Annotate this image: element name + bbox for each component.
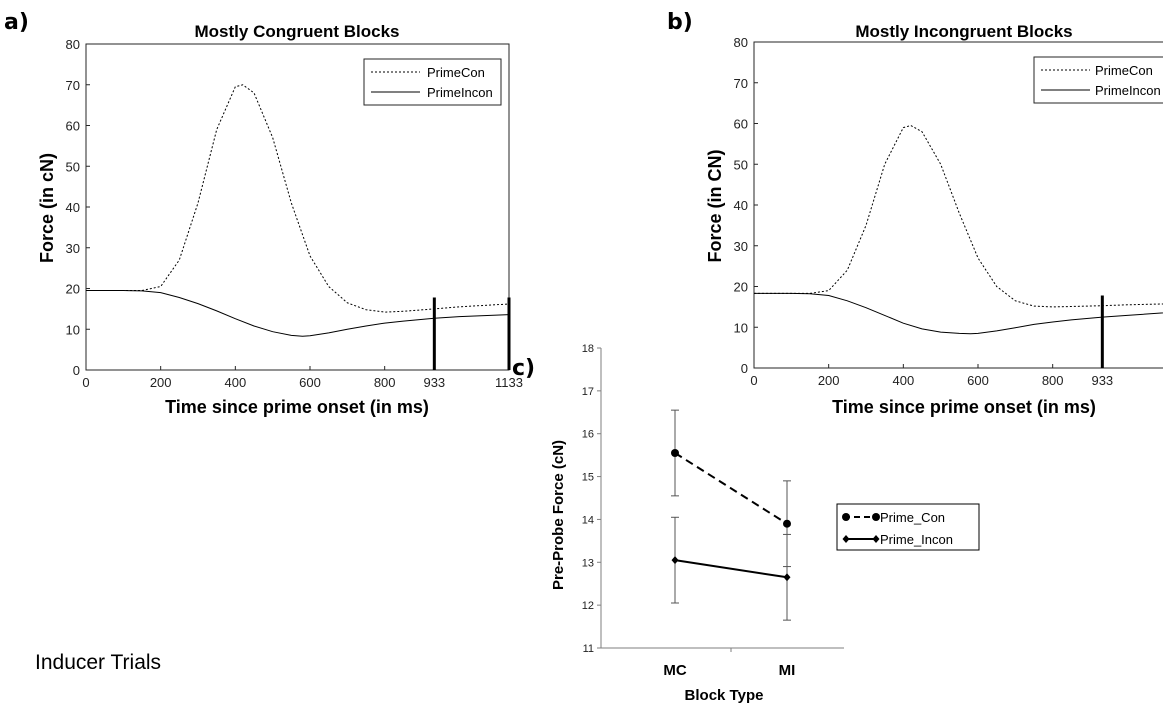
panel-c-y-axis-label: Pre-Probe Force (cN) (550, 440, 567, 590)
panel-b-y-tick-label: 70 (734, 76, 748, 91)
panel-c-point-prime-incon (671, 556, 679, 565)
panel-c-point-prime-con (783, 519, 791, 528)
panel-c-ticks: 11 12 13 14 15 16 17 18 MC MI (582, 343, 796, 679)
panel-a-ticks: 0 200 400 600 800 933 1133 0 10 20 30 40 50 60 70 80 (66, 37, 523, 390)
panel-c-line-prime-incon (674, 559, 788, 579)
panel-b-x-tick-label: 200 (818, 373, 840, 388)
panel-c-legend-box (836, 503, 980, 551)
panel-c-point-prime-con (671, 449, 679, 457)
panel-a-time-markers (432, 297, 511, 370)
panel-a-legend-primecon: PrimeCon (427, 65, 485, 80)
panel-b-y-tick-label: 30 (734, 239, 748, 254)
panel-c-legend-marker-prime-incon-left (842, 535, 850, 543)
panel-b-x-tick-label: 600 (967, 373, 989, 388)
panel-a-y-axis-label: Force (in cN) (37, 153, 57, 263)
panel-c-legend-prime-con: Prime_Con (880, 510, 945, 525)
panel-a-y-tick-label: 80 (66, 37, 80, 52)
panel-b-x-axis-label: Time since prime onset (in ms) (832, 397, 1096, 417)
panel-c-preprobe-chart: c) Pre-Probe Force (cN) Block Type 11121… (512, 343, 980, 704)
panel-b-y-axis-label: Force (in CN) (705, 149, 725, 262)
panel-b-legend-primecon: PrimeCon (1095, 63, 1153, 78)
panel-c-y-tick-label: 15 (582, 472, 594, 484)
panel-a-x-tick-label: 0 (82, 375, 89, 390)
panel-c-y-tick-label: 18 (582, 343, 594, 355)
panel-c-line-prime-con (674, 452, 788, 525)
panel-b-x-tick-label: 400 (892, 373, 914, 388)
panel-c-legend: Prime_Con Prime_Incon (836, 503, 980, 551)
panel-b-y-tick-label: 50 (734, 157, 748, 172)
panel-a-x-tick-label: 800 (374, 375, 396, 390)
panel-b-line-primeincon (754, 292, 1163, 335)
panel-c-label: c) (512, 356, 535, 381)
panel-a-legend: PrimeCon PrimeIncon (363, 58, 502, 106)
panel-c-error-bars (671, 409, 791, 621)
panel-a-x-tick-label: 200 (150, 375, 172, 390)
panel-c-y-tick-label: 14 (582, 514, 594, 526)
panel-c-category-label: MI (779, 662, 796, 679)
panel-a-congruent-chart: a) Mostly Congruent Blocks Time since pr… (4, 10, 523, 417)
panel-c-legend-marker-prime-con-right (872, 513, 880, 521)
panel-a-y-tick-label: 70 (66, 78, 80, 93)
panel-c-series (671, 449, 791, 582)
panel-c-y-tick-label: 11 (583, 643, 594, 655)
panel-c-y-tick-label: 16 (582, 429, 594, 441)
panel-b-y-tick-label: 60 (734, 117, 748, 132)
panel-b-x-tick-label: 933 (1091, 373, 1113, 388)
panel-a-y-tick-label: 30 (66, 241, 80, 256)
panel-c-y-tick-label: 17 (582, 386, 594, 398)
panel-c-legend-prime-incon: Prime_Incon (880, 532, 953, 547)
panel-b-y-tick-label: 20 (734, 280, 748, 295)
panel-a-y-tick-label: 20 (66, 282, 80, 297)
panel-a-x-tick-label: 933 (423, 375, 445, 390)
panel-b-legend-primeincon: PrimeIncon (1095, 83, 1161, 98)
panel-b-x-tick-label: 800 (1042, 373, 1064, 388)
panel-c-y-tick-label: 13 (582, 557, 594, 569)
panel-a-series (86, 84, 510, 337)
panel-a-y-tick-label: 60 (66, 119, 80, 134)
panel-b-y-tick-label: 40 (734, 198, 748, 213)
panel-b-series (754, 124, 1163, 335)
panel-a-label: a) (4, 10, 29, 35)
panel-b-time-markers (1100, 295, 1104, 368)
panel-a-x-tick-label: 600 (299, 375, 321, 390)
panel-b-y-tick-label: 10 (734, 320, 748, 335)
panel-b-legend: PrimeCon PrimeIncon (1033, 56, 1163, 104)
panel-b-y-tick-label: 80 (734, 35, 748, 50)
panel-a-legend-box (363, 58, 502, 106)
panel-c-legend-marker-prime-incon-right (872, 535, 880, 543)
panel-b-line-primecon (754, 124, 1163, 308)
panel-a-y-tick-label: 10 (66, 322, 80, 337)
panel-c-point-prime-incon (783, 573, 791, 582)
panel-b-label: b) (667, 10, 693, 35)
panel-b-legend-box (1033, 56, 1163, 104)
panel-a-y-tick-label: 0 (73, 363, 80, 378)
panel-a-x-tick-label: 1133 (495, 375, 523, 390)
panel-b-y-tick-label: 0 (741, 361, 748, 376)
panel-a-x-tick-label: 400 (224, 375, 246, 390)
panel-b-incongruent-chart: b) Mostly Incongruent Blocks Time since … (667, 10, 1163, 417)
panel-c-y-tick-label: 12 (582, 600, 594, 612)
panel-b-x-tick-label: 0 (750, 373, 757, 388)
panel-c-x-axis-label: Block Type (685, 687, 764, 704)
panel-c-legend-marker-prime-con-left (842, 513, 850, 521)
panel-c-category-label: MC (663, 662, 686, 679)
panel-a-title: Mostly Congruent Blocks (195, 22, 400, 41)
panel-a-line-primeincon (86, 290, 510, 337)
panel-b-title: Mostly Incongruent Blocks (855, 22, 1072, 41)
panel-a-y-tick-label: 50 (66, 159, 80, 174)
figure-caption: Inducer Trials (35, 651, 161, 674)
panel-a-legend-primeincon: PrimeIncon (427, 85, 493, 100)
panel-a-y-tick-label: 40 (66, 200, 80, 215)
panel-a-line-primecon (86, 84, 510, 313)
panel-a-x-axis-label: Time since prime onset (in ms) (165, 397, 429, 417)
